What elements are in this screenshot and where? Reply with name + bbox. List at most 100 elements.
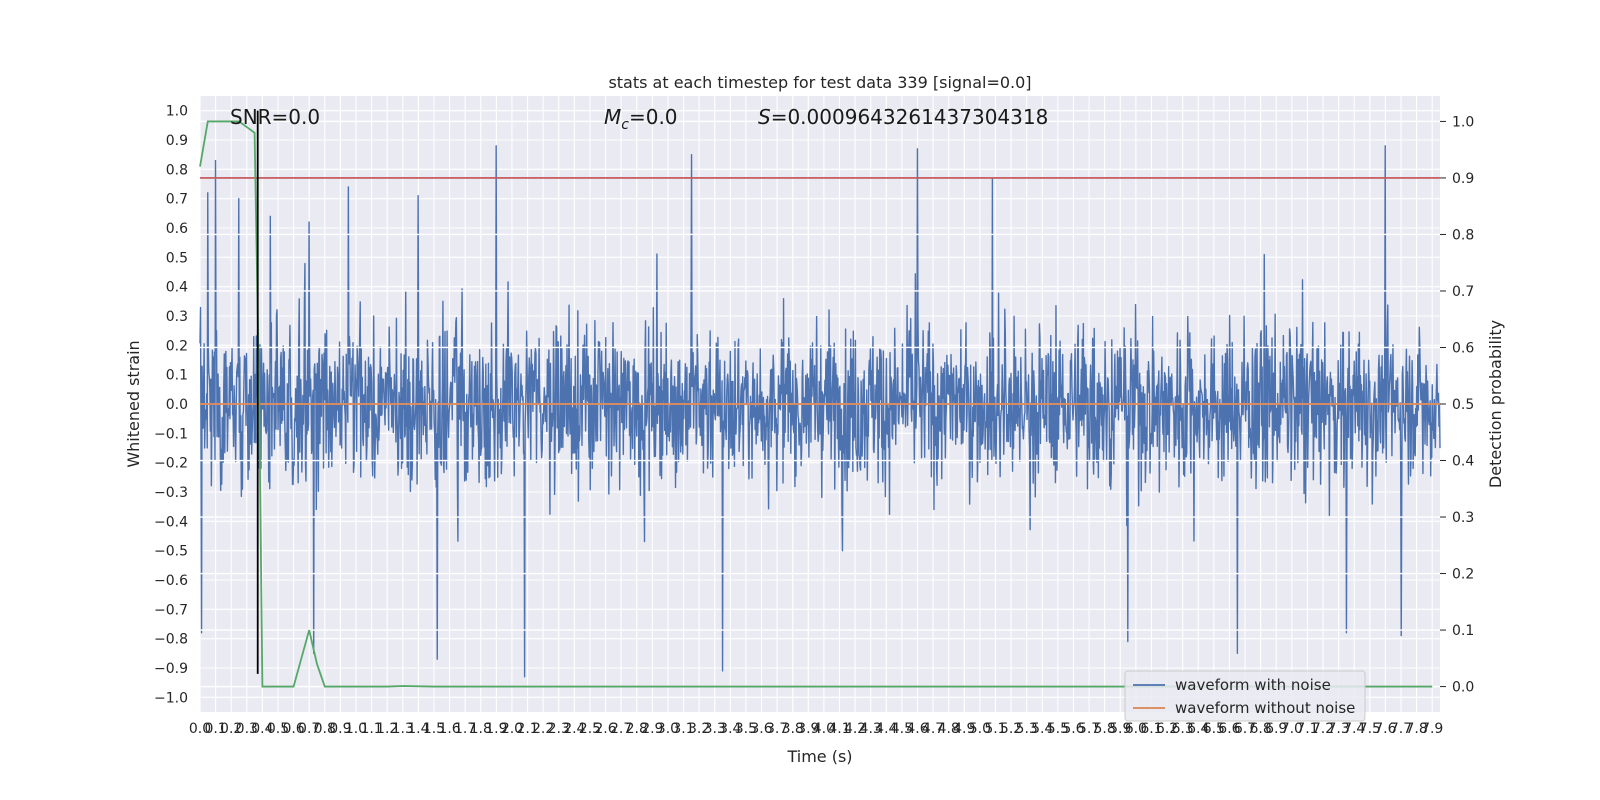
x-tick-label: 5.1 — [984, 721, 1006, 737]
y-tick-label: −0.5 — [154, 544, 188, 560]
y-tick-label: 0.9 — [166, 133, 188, 149]
x-tick-label: 2.9 — [641, 721, 663, 737]
legend-label-noise: waveform with noise — [1175, 676, 1331, 694]
y-tick-label: −0.9 — [154, 661, 188, 677]
x-tick-label: 2.6 — [594, 721, 616, 737]
x-tick-label: 1.2 — [376, 721, 398, 737]
x-tick-label: 7.7 — [1390, 721, 1412, 737]
x-tick-label: 3.6 — [750, 721, 772, 737]
x-tick-label: 2.5 — [579, 721, 601, 737]
x-tick-label: 0.5 — [267, 721, 289, 737]
x-tick-label: 3.1 — [672, 721, 694, 737]
y-tick-label: 0.6 — [166, 221, 188, 237]
x-axis-label: Time (s) — [786, 747, 852, 766]
waveform-with-noise-line — [199, 145, 1441, 678]
x-tick-label: 7.1 — [1296, 721, 1318, 737]
x-tick-label: 7.4 — [1343, 721, 1365, 737]
x-tick-label: 2.8 — [626, 721, 648, 737]
y2-axis-label: Detection probability — [1486, 320, 1505, 488]
y-tick-label: −0.4 — [154, 514, 188, 530]
x-tick-label: 3.4 — [719, 721, 741, 737]
x-tick-label: 4.4 — [875, 721, 897, 737]
x-tick-label: 7.9 — [1421, 721, 1443, 737]
y-tick-label: 0.4 — [166, 280, 188, 296]
x-tick-label: 6.4 — [1187, 721, 1209, 737]
x-tick-label: 4.2 — [844, 721, 866, 737]
x-tick-label: 6.5 — [1203, 721, 1225, 737]
y-tick-label: −0.3 — [154, 485, 188, 501]
x-tick-label: 7.0 — [1281, 721, 1303, 737]
x-tick-label: 3.7 — [766, 721, 788, 737]
y-tick-label: −0.2 — [154, 456, 188, 472]
y-tick-label: 0.8 — [166, 162, 188, 178]
x-tick-label: 0.9 — [329, 721, 351, 737]
chirp-mass-subscript: c — [621, 117, 629, 133]
y2-tick-label: 0.8 — [1452, 227, 1474, 243]
y-tick-label: 0.1 — [166, 368, 188, 384]
x-tick-label: 1.0 — [345, 721, 367, 737]
x-tick-label: 4.9 — [953, 721, 975, 737]
y-tick-label: −0.8 — [154, 632, 188, 648]
x-tick-label: 2.7 — [610, 721, 632, 737]
y2-tick-label: 0.2 — [1452, 567, 1474, 583]
x-tick-label: 6.2 — [1156, 721, 1178, 737]
x-tick-label: 4.5 — [891, 721, 913, 737]
snr-annotation: SNR=0.0 — [230, 105, 320, 129]
x-tick-label: 4.6 — [906, 721, 928, 737]
x-tick-label: 0.1 — [204, 721, 226, 737]
x-tick-label: 0.8 — [314, 721, 336, 737]
x-tick-label: 1.5 — [423, 721, 445, 737]
x-tick-label: 6.7 — [1234, 721, 1256, 737]
x-tick-label: 1.3 — [392, 721, 414, 737]
x-tick-label: 2.3 — [548, 721, 570, 737]
y-tick-label: −0.7 — [154, 602, 188, 618]
chirp-mass-annotation: Mc=0.0 — [604, 105, 678, 133]
x-tick-label: 5.6 — [1062, 721, 1084, 737]
y2-tick-label: 0.0 — [1452, 680, 1474, 696]
chirp-mass-value: =0.0 — [629, 105, 678, 129]
y-tick-label: 0.0 — [166, 397, 188, 413]
waveform-with-noise-series — [199, 145, 1441, 678]
ticks: 0.00.10.20.30.40.50.60.70.80.91.01.11.21… — [154, 104, 1474, 737]
x-tick-label: 0.4 — [251, 721, 273, 737]
x-tick-label: 4.1 — [828, 721, 850, 737]
x-tick-label: 1.7 — [454, 721, 476, 737]
y-tick-label: 1.0 — [166, 104, 188, 120]
x-tick-label: 5.3 — [1016, 721, 1038, 737]
x-tick-label: 2.0 — [501, 721, 523, 737]
x-tick-label: 0.0 — [189, 721, 211, 737]
y-axis-label: Whitened strain — [124, 340, 143, 467]
y2-tick-label: 0.7 — [1452, 284, 1474, 300]
y2-tick-label: 0.4 — [1452, 454, 1474, 470]
x-tick-label: 5.0 — [969, 721, 991, 737]
chirp-mass-symbol: M — [604, 105, 621, 129]
x-tick-label: 5.8 — [1094, 721, 1116, 737]
x-tick-label: 1.8 — [470, 721, 492, 737]
y2-tick-label: 0.3 — [1452, 510, 1474, 526]
x-tick-label: 1.1 — [360, 721, 382, 737]
y-tick-label: 0.5 — [166, 250, 188, 266]
x-tick-label: 5.9 — [1109, 721, 1131, 737]
s-symbol: S — [758, 105, 771, 129]
x-tick-label: 6.9 — [1265, 721, 1287, 737]
y2-tick-label: 0.9 — [1452, 171, 1474, 187]
detection-probability-line — [199, 120, 1433, 688]
x-tick-label: 3.5 — [735, 721, 757, 737]
x-tick-label: 5.7 — [1078, 721, 1100, 737]
x-tick-label: 3.0 — [657, 721, 679, 737]
x-tick-label: 7.2 — [1312, 721, 1334, 737]
x-tick-label: 5.4 — [1031, 721, 1053, 737]
y2-tick-label: 0.6 — [1452, 340, 1474, 356]
x-tick-label: 6.6 — [1218, 721, 1240, 737]
legend: waveform with noise waveform without noi… — [1124, 670, 1366, 722]
x-tick-label: 7.5 — [1359, 721, 1381, 737]
x-tick-label: 3.3 — [704, 721, 726, 737]
x-tick-label: 2.2 — [532, 721, 554, 737]
x-tick-label: 1.4 — [407, 721, 429, 737]
y2-tick-label: 1.0 — [1452, 114, 1474, 130]
x-tick-label: 0.3 — [236, 721, 258, 737]
x-tick-label: 0.2 — [220, 721, 242, 737]
s-annotation: S=0.0009643261437304318 — [758, 105, 1048, 129]
x-tick-label: 0.6 — [282, 721, 304, 737]
